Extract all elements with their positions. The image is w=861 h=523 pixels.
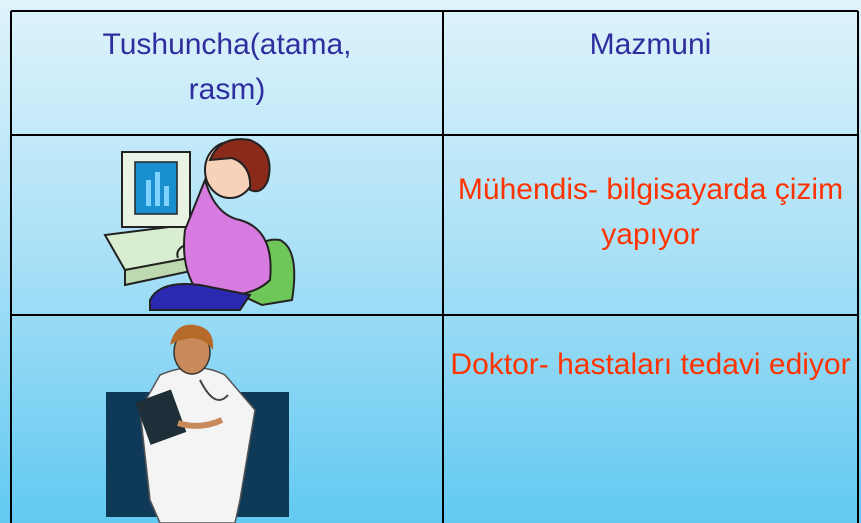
engineer-illustration [103,138,296,311]
header-cell: Tushuncha(atama, rasm) [102,28,352,106]
table-cell: Mühendis- bilgisayarda çizim yapıyor [457,173,844,251]
doctor-illustration [106,324,289,523]
header-cell: Mazmuni [589,28,712,61]
table-cell: Doktor- hastaları tedavi ediyor [450,348,851,381]
